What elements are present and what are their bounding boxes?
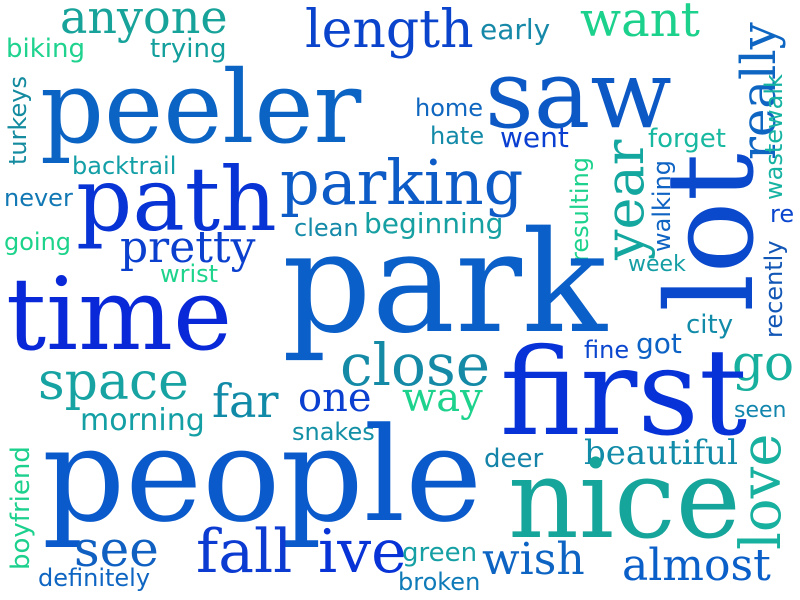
word-anyone: anyone — [60, 0, 228, 44]
word-snakes: snakes — [292, 418, 375, 446]
word-people: people — [42, 399, 483, 551]
word-nice: nice — [508, 435, 741, 563]
word-morning: morning — [80, 403, 205, 438]
word-city: city — [686, 310, 734, 340]
word-got: got — [636, 327, 682, 360]
word-way: way — [402, 375, 483, 421]
word-wish: wish — [482, 534, 585, 585]
word-trying: trying — [150, 34, 227, 64]
word-fine: fine — [584, 336, 630, 364]
word-green: green — [402, 538, 478, 568]
word-hate: hate — [430, 122, 485, 150]
word-pretty: pretty — [120, 222, 256, 273]
word-broken: broken — [398, 568, 481, 596]
word-recently: recently — [760, 240, 788, 338]
word-turkeys: turkeys — [4, 75, 32, 165]
word-length: length — [305, 0, 474, 60]
word-see: see — [74, 520, 159, 578]
word-backtrail: backtrail — [72, 152, 177, 180]
word-ive: ive — [318, 517, 407, 587]
word-boyfriend: boyfriend — [6, 446, 36, 570]
word-clean: clean — [294, 214, 359, 242]
word-never: never — [4, 184, 73, 212]
word-home: home — [415, 94, 484, 122]
word-fall: fall — [196, 517, 293, 587]
word-wrist: wrist — [160, 260, 219, 288]
word-early: early — [480, 13, 551, 46]
word-parking: parking — [280, 146, 524, 219]
word-want: want — [580, 0, 700, 48]
word-close: close — [340, 331, 491, 399]
word-going: going — [4, 228, 72, 256]
word-week: week — [628, 252, 686, 277]
word-seen: seen — [734, 398, 787, 423]
word-time: time — [6, 256, 233, 373]
word-biking: biking — [6, 34, 85, 64]
word-definitely: definitely — [38, 564, 151, 592]
word-beginning: beginning — [364, 207, 504, 240]
word-forget: forget — [648, 124, 726, 154]
word-one: one — [298, 375, 372, 421]
word-space: space — [38, 352, 189, 412]
word-go: go — [732, 334, 795, 392]
word-love: love — [729, 433, 794, 550]
word-park: park — [282, 202, 607, 365]
word-saw: saw — [485, 40, 672, 150]
word-went: went — [500, 121, 569, 154]
word-deer: deer — [484, 444, 544, 474]
word-almost: almost — [622, 540, 771, 591]
word-re: re — [770, 200, 795, 228]
word-first: first — [500, 324, 748, 463]
word-far: far — [212, 374, 279, 428]
word-path: path — [76, 148, 277, 251]
word-walking: walking — [648, 159, 676, 252]
word-peeler: peeler — [40, 49, 362, 166]
word-beautiful: beautiful — [584, 433, 738, 473]
